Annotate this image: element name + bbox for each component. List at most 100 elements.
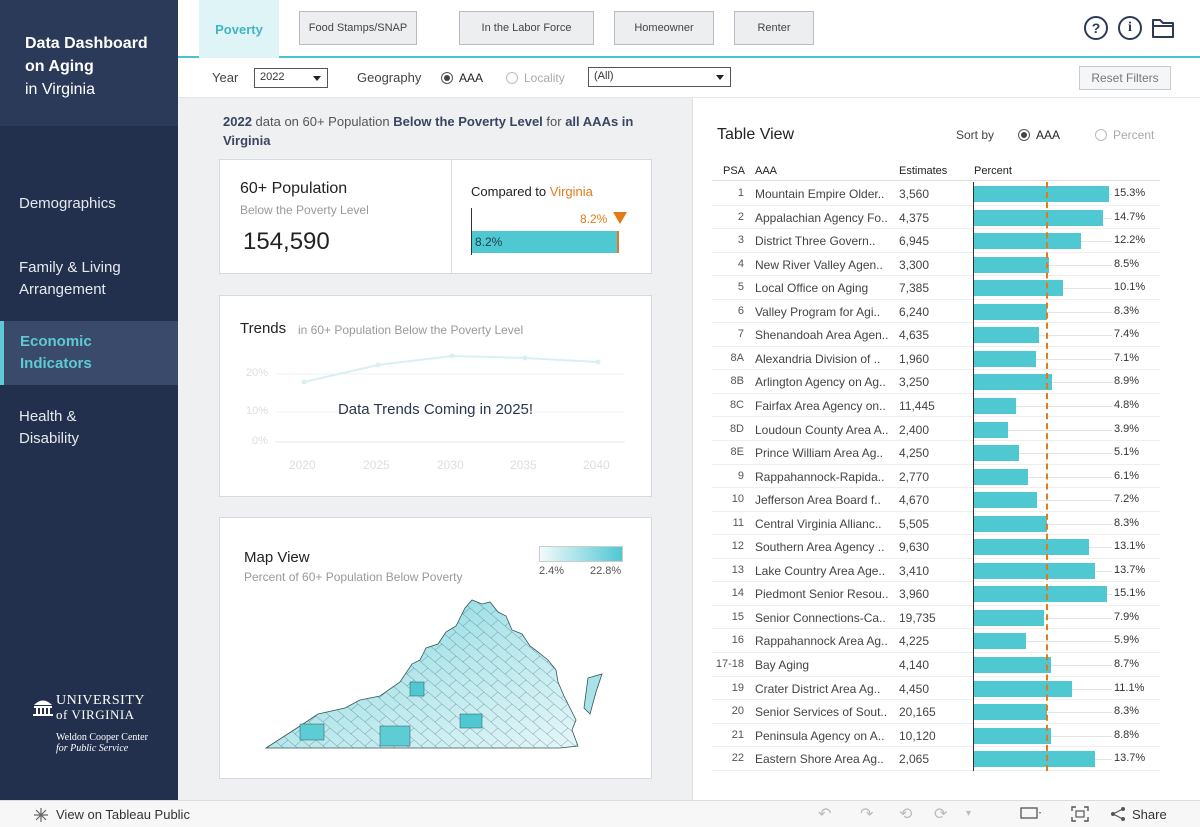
revert-icon[interactable]: ⟲ xyxy=(899,806,913,823)
percent-bar[interactable] xyxy=(974,256,1049,273)
sidebar-item-health[interactable]: Health & Disability xyxy=(0,406,110,450)
col-header-estimates[interactable]: Estimates xyxy=(899,165,948,177)
percent-bar[interactable] xyxy=(974,633,1026,650)
folder-icon[interactable] xyxy=(1151,17,1175,39)
percent-bar[interactable] xyxy=(974,539,1090,556)
year-select[interactable]: 2022 xyxy=(254,68,328,88)
percent-bar[interactable] xyxy=(974,609,1044,626)
table-row[interactable]: 9 Rappahannock-Rapida.. 2,770 6.1% xyxy=(712,465,1160,489)
bar-leader-line xyxy=(1094,759,1112,761)
sidebar-item-economic[interactable]: Economic Indicators xyxy=(0,321,178,385)
percent-bar[interactable] xyxy=(974,374,1053,391)
percent-bar[interactable] xyxy=(974,586,1107,603)
locality-select[interactable]: (All) xyxy=(588,67,731,87)
sidebar-item-demographics[interactable]: Demographics xyxy=(0,193,178,215)
table-row[interactable]: 17-18 Bay Aging 4,140 8.7% xyxy=(712,653,1160,677)
share-button[interactable]: Share xyxy=(1132,807,1167,822)
info-icon[interactable]: i xyxy=(1118,16,1142,40)
col-header-aaa[interactable]: AAA xyxy=(755,165,778,177)
virginia-map[interactable] xyxy=(260,596,620,776)
aaa-cell: Fairfax Area Agency on.. xyxy=(755,398,886,413)
view-on-tableau-link[interactable]: View on Tableau Public xyxy=(56,807,190,822)
table-row[interactable]: 8D Loudoun County Area A.. 2,400 3.9% xyxy=(712,418,1160,442)
table-row[interactable]: 8C Fairfax Area Agency on.. 11,445 4.8% xyxy=(712,394,1160,418)
sidebar-item-label: Health & Disability xyxy=(19,408,80,447)
percent-bar[interactable] xyxy=(974,657,1051,673)
percent-bar[interactable] xyxy=(974,492,1038,509)
percent-bar[interactable] xyxy=(974,562,1095,579)
estimates-cell: 1,960 xyxy=(899,351,930,366)
table-row[interactable]: 12 Southern Area Agency .. 9,630 13.1% xyxy=(712,535,1160,559)
geo-option-locality[interactable]: Locality xyxy=(506,69,565,87)
table-row[interactable]: 8E Prince William Area Ag.. 4,250 5.1% xyxy=(712,441,1160,465)
table-row[interactable]: 10 Jefferson Area Board f.. 4,670 7.2% xyxy=(712,488,1160,512)
redo-icon[interactable]: ↷ xyxy=(860,806,874,823)
table-row[interactable]: 20 Senior Services of Sout.. 20,165 8.3% xyxy=(712,700,1160,724)
percent-bar[interactable] xyxy=(974,303,1048,320)
compare-heading: Compared to Virginia xyxy=(471,184,593,199)
undo-icon[interactable]: ↶ xyxy=(818,806,832,823)
aaa-cell: Valley Program for Agi.. xyxy=(755,304,881,319)
sort-option-aaa[interactable]: AAA xyxy=(1018,128,1060,142)
geo-option-aaa[interactable]: AAA xyxy=(441,69,483,87)
aaa-cell: Bay Aging xyxy=(755,658,810,672)
col-header-psa[interactable]: PSA xyxy=(723,165,746,177)
table-row[interactable]: 15 Senior Connections-Ca.. 19,735 7.9% xyxy=(712,606,1160,630)
table-row[interactable]: 11 Central Virginia Allianc.. 5,505 8.3% xyxy=(712,512,1160,536)
tab-homeowner[interactable]: Homeowner xyxy=(614,11,714,45)
legend-max: 22.8% xyxy=(590,565,622,577)
estimates-cell: 3,560 xyxy=(899,187,930,201)
table-row[interactable]: 19 Crater District Area Ag.. 4,450 11.1% xyxy=(712,677,1160,701)
table-row[interactable]: 22 Eastern Shore Area Ag.. 2,065 13.7% xyxy=(712,747,1160,771)
percent-bar[interactable] xyxy=(974,445,1019,462)
table-row[interactable]: 16 Rappahannock Area Ag.. 4,225 5.9% xyxy=(712,629,1160,653)
percent-bar[interactable] xyxy=(974,704,1048,721)
percent-bar[interactable] xyxy=(974,421,1009,438)
tab-renter[interactable]: Renter xyxy=(734,11,814,45)
table-row[interactable]: 3 District Three Govern.. 6,945 12.2% xyxy=(712,229,1160,253)
table-row[interactable]: 5 Local Office on Aging 7,385 10.1% xyxy=(712,276,1160,300)
percent-bar[interactable] xyxy=(974,280,1063,297)
percent-bar[interactable] xyxy=(974,209,1104,226)
fullscreen-icon[interactable] xyxy=(1071,806,1089,822)
table-row[interactable]: 2 Appalachian Agency Fo.. 4,375 14.7% xyxy=(712,206,1160,230)
bar-leader-line xyxy=(1036,358,1112,360)
col-header-percent[interactable]: Percent xyxy=(974,165,1012,177)
percent-bar[interactable] xyxy=(974,515,1048,532)
kpi-title: 60+ Population xyxy=(240,180,348,197)
help-icon[interactable]: ? xyxy=(1084,16,1108,40)
percent-bar[interactable] xyxy=(974,327,1040,344)
percent-bar[interactable] xyxy=(974,751,1095,768)
percent-bar[interactable] xyxy=(974,727,1052,744)
table-row[interactable]: 1 Mountain Empire Older.. 3,560 15.3% xyxy=(712,182,1160,206)
aaa-cell: Senior Services of Sout.. xyxy=(755,705,888,720)
refresh-icon[interactable]: ⟳ xyxy=(934,806,948,823)
reset-filters-button[interactable]: Reset Filters xyxy=(1079,66,1171,90)
bar-leader-line xyxy=(1108,194,1112,195)
tab-labor-force[interactable]: In the Labor Force xyxy=(459,11,594,45)
share-icon[interactable] xyxy=(1110,806,1126,822)
tab-food-stamps[interactable]: Food Stamps/SNAP xyxy=(299,11,417,45)
percent-bar[interactable] xyxy=(974,397,1017,414)
table-row[interactable]: 7 Shenandoah Area Agen.. 4,635 7.4% xyxy=(712,323,1160,347)
percent-bar[interactable] xyxy=(974,468,1028,485)
table-row[interactable]: 8A Alexandria Division of .. 1,960 7.1% xyxy=(712,347,1160,371)
table-row[interactable]: 6 Valley Program for Agi.. 6,240 8.3% xyxy=(712,300,1160,324)
table-row[interactable]: 14 Piedmont Senior Resou.. 3,960 15.1% xyxy=(712,582,1160,606)
percent-bar[interactable] xyxy=(974,680,1072,697)
bar-leader-line xyxy=(1050,665,1112,666)
percent-bar[interactable] xyxy=(974,350,1037,367)
percent-label: 8.9% xyxy=(1114,375,1140,388)
percent-bar[interactable] xyxy=(974,186,1109,202)
sort-option-percent[interactable]: Percent xyxy=(1095,128,1154,142)
table-row[interactable]: 4 New River Valley Agen.. 3,300 8.5% xyxy=(712,253,1160,277)
table-row[interactable]: 8B Arlington Agency on Ag.. 3,250 8.9% xyxy=(712,370,1160,394)
comment-icon[interactable] xyxy=(1020,806,1042,822)
psa-cell: 12 xyxy=(731,540,744,553)
sidebar-item-family[interactable]: Family & Living Arrangement xyxy=(0,257,140,301)
table-row[interactable]: 21 Peninsula Agency on A.. 10,120 8.8% xyxy=(712,724,1160,748)
pause-icon[interactable]: ▾ xyxy=(966,808,972,819)
table-row[interactable]: 13 Lake Country Area Age.. 3,410 13.7% xyxy=(712,559,1160,583)
tab-poverty[interactable]: Poverty xyxy=(199,0,279,58)
percent-bar[interactable] xyxy=(974,233,1082,250)
